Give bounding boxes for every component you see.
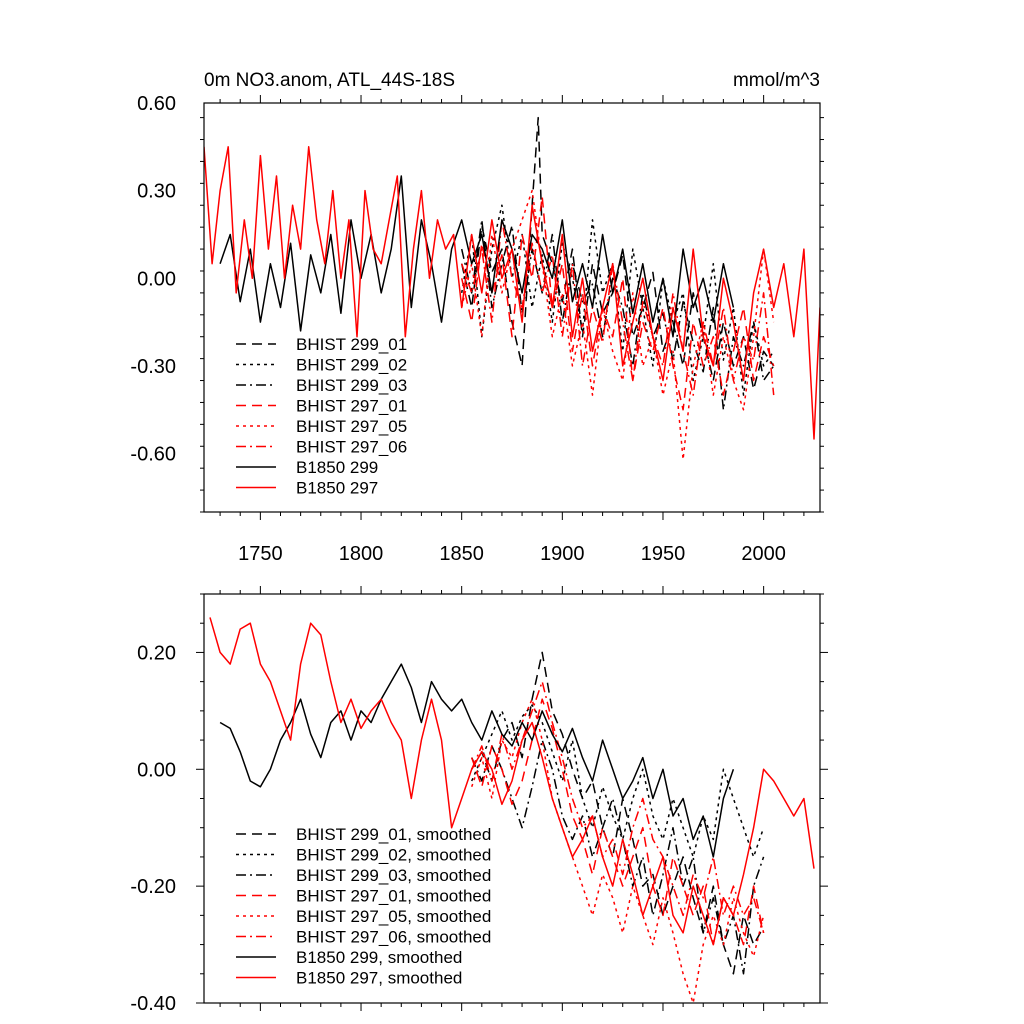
series-line-1-2: [471, 739, 765, 975]
legend-label: BHIST 297_06, smoothed: [296, 928, 491, 947]
y-tick-label: 0.00: [137, 268, 176, 290]
y-tick-label: 0.60: [137, 93, 176, 115]
series-line-0-7: [204, 146, 820, 440]
legend-label: B1850 299, smoothed: [296, 948, 462, 967]
plot-frame: [203, 102, 821, 513]
series-line-1-7: [209, 617, 815, 946]
x-tick-label: 1800: [339, 543, 384, 565]
bottom-panel: 0.20 0.00 -0.20 -0.40 BHIST 299_01, smoothed…: [130, 586, 828, 1015]
series-line-1-6: [219, 663, 735, 858]
legend-label: BHIST 299_01, smoothed: [296, 825, 491, 844]
legend-label: BHIST 299_02, smoothed: [296, 846, 491, 865]
legend-label: BHIST 297_05, smoothed: [296, 907, 491, 926]
series-line-0-5: [460, 219, 775, 396]
series-line-0-4: [460, 189, 775, 461]
legend-label: B1850 297, smoothed: [296, 969, 462, 988]
series-line-1-3: [470, 698, 765, 946]
legend-label: BHIST 297_01: [296, 397, 407, 416]
series-line-0-1: [460, 204, 775, 396]
legend-label: BHIST 297_06: [296, 438, 407, 457]
legend-label: BHIST 297_01, smoothed: [296, 887, 491, 906]
series-line-1-5: [471, 680, 765, 934]
legend-label: BHIST 299_02: [296, 356, 407, 375]
legend-label: B1850 297: [296, 479, 378, 498]
series-line-0-6: [219, 175, 735, 338]
y-tick-label: 0.00: [137, 759, 176, 781]
units-label: mmol/m^3: [733, 70, 820, 91]
x-tick-label: 1900: [540, 543, 585, 565]
legend-label: BHIST 297_05: [296, 417, 407, 436]
y-tick-label: -0.40: [130, 993, 176, 1015]
y-tick-label: -0.60: [130, 444, 176, 466]
legend: BHIST 299_01, smoothed BHIST 299_02, smoo…: [236, 825, 491, 988]
legend-label: B1850 299: [296, 458, 378, 477]
x-tick-label: 1950: [641, 543, 686, 565]
y-tick-label: 0.20: [137, 642, 176, 664]
series-line-1-1: [471, 704, 765, 858]
top-panel: 0m NO3.anom, ATL_44S-18S mmol/m^3 1750 18…: [130, 70, 824, 565]
x-tick-label: 1850: [439, 543, 484, 565]
chart-title: 0m NO3.anom, ATL_44S-18S: [204, 70, 455, 91]
x-tick-label: 2000: [741, 543, 786, 565]
series-line-0-3: [460, 195, 775, 411]
y-tick-label: 0.30: [137, 181, 176, 203]
legend-label: BHIST 299_03, smoothed: [296, 866, 491, 885]
y-tick-label: -0.30: [130, 356, 176, 378]
legend-label: BHIST 299_03: [296, 376, 407, 395]
series-line-1-4: [470, 698, 765, 1003]
y-tick-label: -0.20: [130, 876, 176, 898]
legend-label: BHIST 299_01: [296, 335, 407, 354]
x-tick-label: 1750: [238, 543, 283, 565]
